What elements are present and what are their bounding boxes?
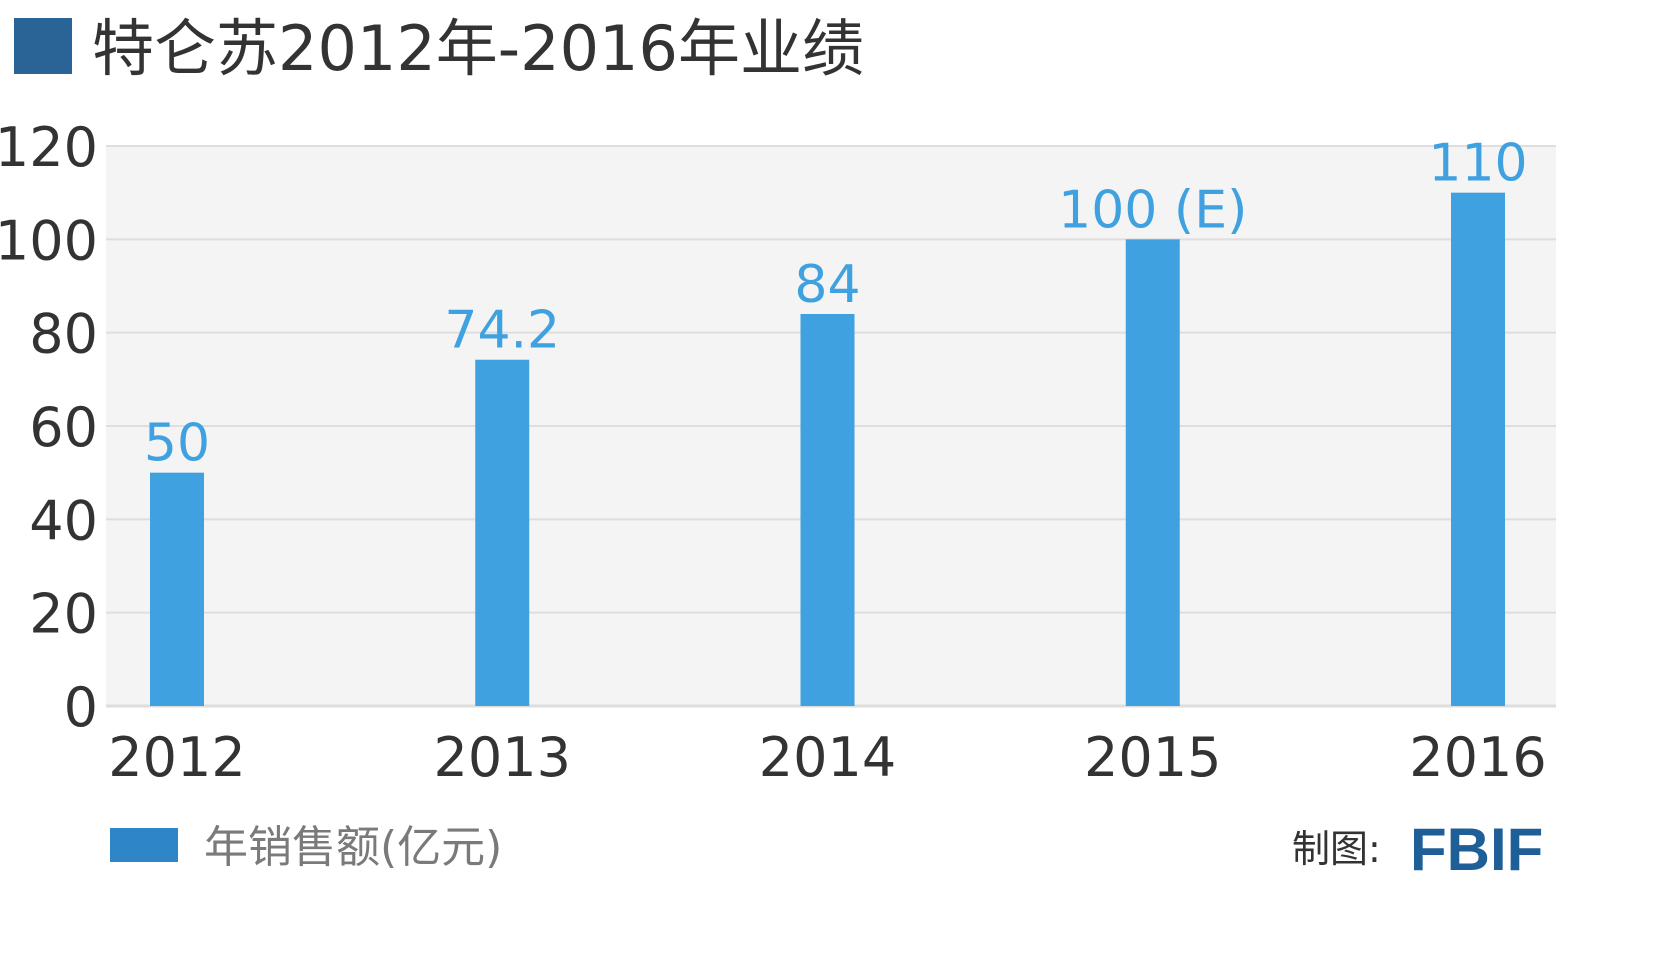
x-tick-label-2013: 2013 <box>434 726 571 789</box>
y-tick-label: 60 <box>29 396 98 459</box>
data-labels: 50 74.2 84 100 (E) 110 <box>144 134 1528 474</box>
data-label-2012: 50 <box>144 414 210 474</box>
chart-title: 特仑苏2012年-2016年业绩 <box>92 12 864 85</box>
data-label-2015: 100 (E) <box>1058 180 1247 240</box>
x-tick-label-2012: 2012 <box>108 726 245 789</box>
y-tick-label: 20 <box>29 583 98 646</box>
x-tick-label-2015: 2015 <box>1084 726 1221 789</box>
bar-2013 <box>475 359 530 706</box>
bar-2014 <box>800 314 855 706</box>
y-tick-label: 40 <box>29 489 98 552</box>
legend-marker <box>110 828 178 862</box>
data-label-2013: 74.2 <box>444 301 560 361</box>
y-tick-label: 0 <box>64 676 98 739</box>
y-tick-label: 100 <box>0 209 98 272</box>
credit-label: 制图: <box>1292 827 1381 871</box>
x-tick-label-2014: 2014 <box>759 726 896 789</box>
title-marker <box>14 18 72 74</box>
x-axis-ticks: 2012 2013 2014 2015 2016 <box>108 726 1546 789</box>
y-axis-ticks: 0 20 40 60 80 100 120 <box>0 116 98 739</box>
x-tick-label-2016: 2016 <box>1409 726 1546 789</box>
data-label-2016: 110 <box>1428 134 1527 194</box>
bars <box>150 192 1505 707</box>
credit-brand: FBIF <box>1410 816 1543 883</box>
bar-2012 <box>150 472 204 706</box>
bar-2016 <box>1451 192 1505 706</box>
y-tick-label: 120 <box>0 116 98 179</box>
y-tick-label: 80 <box>29 303 98 366</box>
bar-2015 <box>1125 239 1180 707</box>
legend-label: 年销售额(亿元) <box>204 822 502 873</box>
data-label-2014: 84 <box>794 255 860 315</box>
